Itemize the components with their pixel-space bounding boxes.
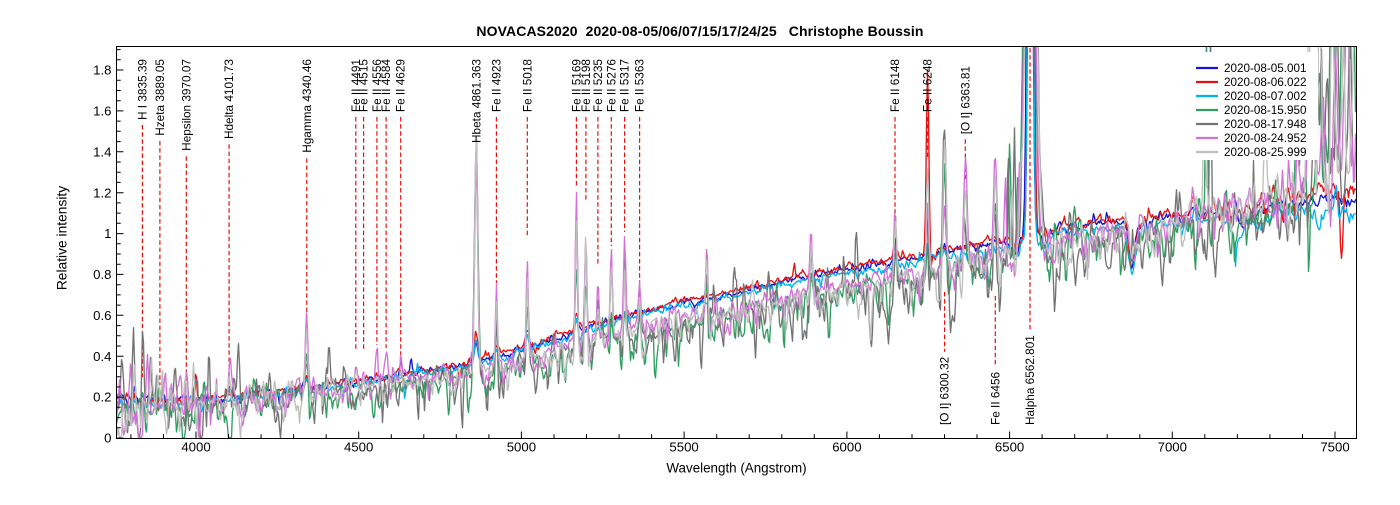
svg-text:Hbeta 4861.363: Hbeta 4861.363 bbox=[469, 59, 483, 143]
svg-text:2020-08-25.999: 2020-08-25.999 bbox=[1224, 146, 1307, 159]
svg-text:2020-08-15.950: 2020-08-15.950 bbox=[1224, 104, 1307, 117]
svg-text:Fe II 4515: Fe II 4515 bbox=[357, 59, 371, 113]
svg-text:2020-08-06.022: 2020-08-06.022 bbox=[1224, 76, 1307, 89]
svg-text:2020-08-17.948: 2020-08-17.948 bbox=[1224, 118, 1307, 131]
svg-text:0.2: 0.2 bbox=[93, 390, 111, 405]
svg-text:[O I] 6363.81: [O I] 6363.81 bbox=[958, 66, 972, 134]
svg-text:6000: 6000 bbox=[832, 440, 861, 455]
svg-text:6500: 6500 bbox=[995, 440, 1024, 455]
svg-text:0.6: 0.6 bbox=[93, 308, 111, 323]
svg-text:Hepsilon 3970.07: Hepsilon 3970.07 bbox=[179, 59, 193, 151]
svg-text:Fe II 4491: Fe II 4491 bbox=[349, 59, 363, 112]
svg-text:2020-08-24.952: 2020-08-24.952 bbox=[1224, 132, 1307, 145]
svg-text:Fe II 6148: Fe II 6148 bbox=[888, 59, 902, 113]
svg-text:Relative intensity: Relative intensity bbox=[55, 186, 70, 290]
svg-text:[O I] 6300.32: [O I] 6300.32 bbox=[938, 357, 952, 425]
svg-text:Fe II 5018: Fe II 5018 bbox=[520, 59, 534, 113]
svg-text:Halpha 6562.801: Halpha 6562.801 bbox=[1023, 335, 1037, 425]
svg-text:7000: 7000 bbox=[1158, 440, 1187, 455]
svg-text:Hdelta 4101.73: Hdelta 4101.73 bbox=[222, 59, 236, 139]
svg-text:0: 0 bbox=[104, 431, 111, 446]
svg-text:Fe II 4556: Fe II 4556 bbox=[370, 59, 384, 113]
svg-text:Fe II 5198: Fe II 5198 bbox=[579, 59, 593, 113]
svg-text:1: 1 bbox=[104, 226, 111, 241]
svg-text:1.8: 1.8 bbox=[93, 63, 111, 78]
svg-text:Fe II 4584: Fe II 4584 bbox=[379, 59, 393, 113]
svg-text:Fe II 4629: Fe II 4629 bbox=[394, 59, 408, 112]
svg-text:0.4: 0.4 bbox=[93, 349, 111, 364]
svg-text:Fe II 5363: Fe II 5363 bbox=[633, 59, 647, 113]
svg-text:Wavelength (Angstrom): Wavelength (Angstrom) bbox=[666, 461, 806, 476]
svg-text:1.2: 1.2 bbox=[93, 185, 111, 200]
svg-text:H I 3835.39: H I 3835.39 bbox=[135, 59, 149, 120]
svg-text:4500: 4500 bbox=[344, 440, 373, 455]
svg-text:Fe II 4923: Fe II 4923 bbox=[489, 59, 503, 113]
svg-text:Hzeta 3889.05: Hzeta 3889.05 bbox=[153, 59, 167, 136]
svg-text:5000: 5000 bbox=[507, 440, 536, 455]
svg-text:2020-08-05.001: 2020-08-05.001 bbox=[1224, 62, 1307, 75]
svg-text:Hgamma 4340.46: Hgamma 4340.46 bbox=[300, 59, 314, 153]
svg-text:Fe II 6248: Fe II 6248 bbox=[921, 59, 935, 113]
svg-text:7500: 7500 bbox=[1320, 440, 1349, 455]
svg-text:Fe II 5276: Fe II 5276 bbox=[604, 59, 618, 113]
svg-text:2020-08-07.002: 2020-08-07.002 bbox=[1224, 90, 1307, 103]
svg-text:Fe II 6456: Fe II 6456 bbox=[988, 371, 1002, 425]
svg-text:0.8: 0.8 bbox=[93, 267, 111, 282]
svg-text:Fe II 5235: Fe II 5235 bbox=[591, 59, 605, 113]
svg-text:1.6: 1.6 bbox=[93, 104, 111, 119]
svg-text:Fe II 5317: Fe II 5317 bbox=[618, 59, 632, 112]
svg-text:4000: 4000 bbox=[181, 440, 210, 455]
svg-text:NOVACAS2020 2020-08-05/06/07/: NOVACAS2020 2020-08-05/06/07/15/17/24/25… bbox=[476, 23, 923, 39]
svg-text:5500: 5500 bbox=[669, 440, 698, 455]
svg-text:Fe II 5169: Fe II 5169 bbox=[569, 59, 583, 112]
svg-text:1.4: 1.4 bbox=[93, 144, 111, 159]
